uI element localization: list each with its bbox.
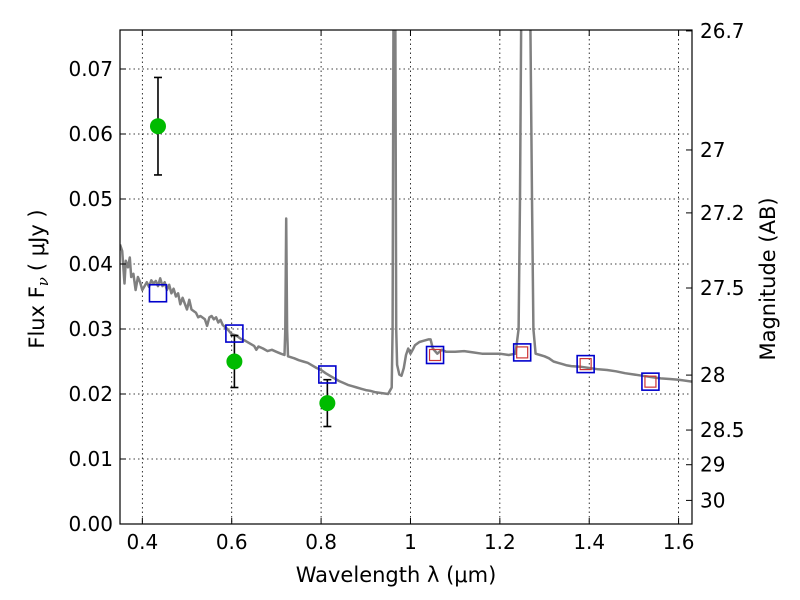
y-axis-title: Flux Fν ( μJy )	[25, 209, 52, 348]
y2-tick-label: 27.2	[700, 201, 745, 225]
x-tick-label: 1.6	[663, 530, 695, 554]
x-tick-label: 0.6	[216, 530, 248, 554]
y2-tick-label: 28	[700, 363, 725, 387]
x-tick-label: 1.4	[573, 530, 605, 554]
y2-tick-label: 27.5	[700, 276, 745, 300]
model-inner-marker	[516, 346, 529, 359]
y-tick-label: 0.03	[68, 317, 113, 341]
error-bars	[153, 76, 332, 428]
y-tick-label: 0.06	[68, 122, 113, 146]
model-inner-marker	[579, 358, 592, 371]
model-band-marker	[512, 343, 532, 362]
y-tick-label: 0.00	[68, 512, 113, 536]
model-band-marker	[318, 365, 337, 384]
x-tick-label: 0.4	[126, 530, 158, 554]
y2-tick-label: 28.5	[700, 418, 745, 442]
x-axis-title: Wavelength λ (μm)	[296, 563, 497, 587]
observed-point	[149, 118, 166, 135]
y-tick-label: 0.01	[68, 447, 113, 471]
spectrum-line	[120, 30, 692, 396]
y-axis-title-sub: ν	[34, 277, 52, 286]
ticks: 0.4 0.6 0.8 1 1.2 1.4 1.6 0.00 0.01 0.02 0.03 0.04 0…	[68, 19, 744, 554]
y-tick-label: 0.05	[68, 187, 113, 211]
y2-axis-title: Magnitude (AB)	[756, 197, 780, 360]
grid	[120, 30, 692, 525]
markers	[148, 118, 660, 412]
y2-tick-label: 30	[700, 488, 725, 512]
y-tick-label: 0.07	[68, 57, 113, 81]
observed-point	[226, 353, 243, 370]
y-tick-label: 0.04	[68, 252, 113, 276]
y-axis-title-main: Flux F	[25, 286, 49, 348]
y2-tick-label: 29	[700, 453, 725, 477]
model-band-marker	[641, 372, 660, 391]
spectrum-series	[120, 30, 692, 396]
model-band-marker	[576, 354, 595, 374]
y2-tick-label: 27	[700, 138, 725, 162]
model-inner-marker	[644, 375, 657, 388]
y-tick-label: 0.02	[68, 382, 113, 406]
x-tick-label: 0.8	[305, 530, 337, 554]
model-band-marker	[225, 324, 244, 343]
x-tick-label: 1.2	[484, 530, 516, 554]
plot-frame	[119, 29, 693, 525]
observed-point	[319, 395, 336, 412]
y2-tick-label: 26.7	[700, 19, 745, 43]
model-band-marker	[425, 345, 445, 365]
model-inner-marker	[428, 348, 442, 362]
y-axis-title-unit: ( μJy )	[25, 209, 49, 271]
model-band-marker	[148, 283, 168, 303]
x-tick-label: 1	[404, 530, 417, 554]
